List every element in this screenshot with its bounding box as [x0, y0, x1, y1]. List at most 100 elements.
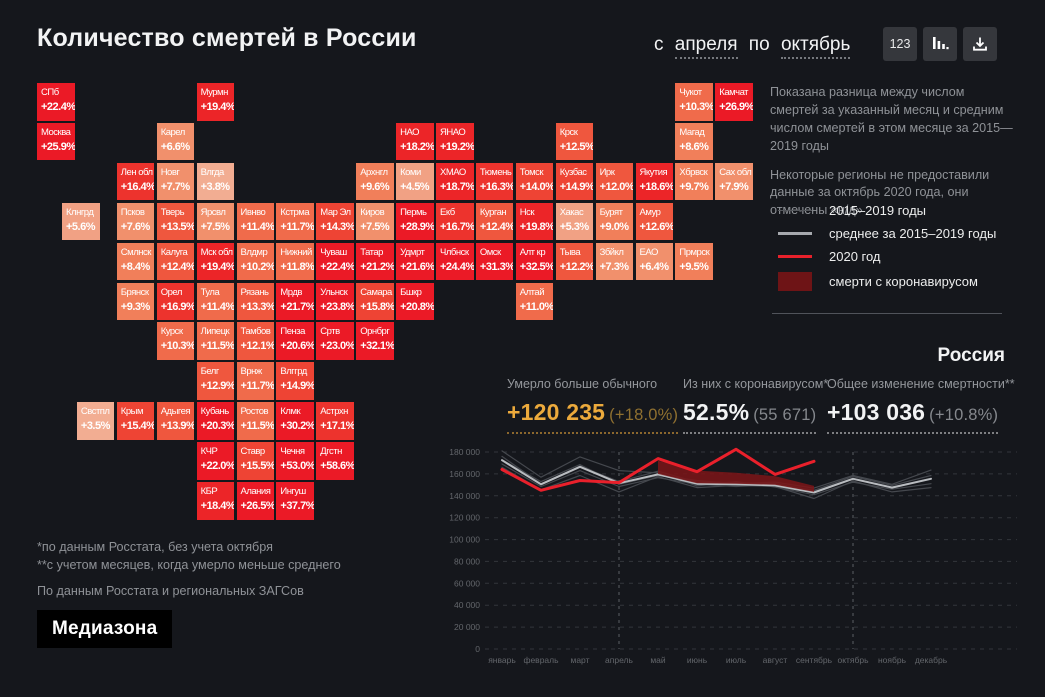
region-tile-свстпл[interactable]: Свстпл +3.5% [76, 402, 115, 440]
region-tile-ирк[interactable]: Ирк +12.0% [595, 162, 634, 201]
region-tile-кбр[interactable]: КБР +18.4% [196, 482, 235, 520]
region-tile-сах-обл[interactable]: Сах обл +7.9% [715, 162, 753, 201]
region-tile-курган[interactable]: Курган +12.4% [475, 202, 514, 241]
region-tile-белг[interactable]: Белг +12.9% [196, 362, 235, 400]
region-tile-тверь[interactable]: Тверь +13.5% [156, 202, 195, 241]
region-tile-магад[interactable]: Магад +8.6% [675, 122, 713, 161]
region-tile-мрдв[interactable]: Мрдв +21.7% [276, 282, 314, 320]
region-tile-спб[interactable]: СПб +22.4% [37, 83, 75, 121]
region-tile-чукот[interactable]: Чукот +10.3% [675, 83, 713, 121]
region-tile-крым[interactable]: Крым +15.4% [116, 402, 155, 440]
region-tile-еао[interactable]: ЕАО +6.4% [635, 242, 673, 281]
region-tile-алт-кр[interactable]: Алт кр +32.5% [515, 242, 554, 281]
region-tile-липецк[interactable]: Липецк +11.5% [196, 322, 235, 360]
region-tile-клмк[interactable]: Клмк +30.2% [276, 402, 314, 440]
region-tile-ростов[interactable]: Ростов +11.5% [236, 402, 274, 440]
region-tile-орел[interactable]: Орел +16.9% [156, 282, 195, 320]
region-tile-рязань[interactable]: Рязань +13.3% [236, 282, 274, 320]
region-tile-татар[interactable]: Татар +21.2% [356, 242, 394, 281]
region-tile-нижний[interactable]: Нижний +11.8% [276, 242, 314, 281]
legend-line-swatch [778, 254, 812, 259]
region-tile-астрхн[interactable]: Астрхн +17.1% [316, 402, 354, 440]
region-tile-архнгл[interactable]: Архнгл +9.6% [356, 162, 394, 201]
region-tile-крск[interactable]: Крск +12.5% [555, 122, 594, 161]
region-tile-тыва[interactable]: Тыва +12.2% [555, 242, 594, 281]
region-tile-збйкл[interactable]: Збйкл +7.3% [595, 242, 634, 281]
region-tile-ярсвл[interactable]: Ярсвл +7.5% [196, 202, 235, 241]
region-tile-нск[interactable]: Нск +19.8% [515, 202, 554, 241]
region-tile-дгстн[interactable]: Дгстн +58.6% [316, 442, 354, 480]
region-tile-москва[interactable]: Москва +25.9% [37, 122, 75, 161]
region-tile-калуга[interactable]: Калуга +12.4% [156, 242, 195, 281]
region-tile-пенза[interactable]: Пенза +20.6% [276, 322, 314, 360]
region-tile-янао[interactable]: ЯНАО +19.2% [436, 122, 474, 161]
region-tile-влгда[interactable]: Влгда +3.8% [196, 162, 235, 201]
region-tile-чечня[interactable]: Чечня +53.0% [276, 442, 314, 480]
region-name: Пермь [400, 206, 427, 218]
region-tile-мар-эл[interactable]: Мар Эл +14.3% [316, 202, 354, 241]
region-tile-якутия[interactable]: Якутия +18.6% [635, 162, 673, 201]
region-tile-кстрма[interactable]: Кстрма +11.7% [276, 202, 314, 241]
stat-value-total-change[interactable]: +103 036 (+10.8%) [827, 399, 999, 434]
range-from-select[interactable]: апреля [674, 34, 738, 59]
region-tile-брянск[interactable]: Брянск +9.3% [116, 282, 155, 320]
region-tile-алания[interactable]: Алания +26.5% [236, 482, 274, 520]
region-tile-омск[interactable]: Омск +31.3% [475, 242, 514, 281]
mediazona-logo[interactable]: Медиазона [37, 610, 173, 648]
region-tile-кчр[interactable]: КЧР +22.0% [196, 442, 235, 480]
region-tile-клнгрд[interactable]: Клнгрд +5.6% [62, 202, 100, 241]
region-tile-коми[interactable]: Коми +4.5% [396, 162, 434, 201]
region-tile-киров[interactable]: Киров +7.5% [356, 202, 394, 241]
download-button[interactable] [963, 27, 997, 61]
region-tile-курск[interactable]: Курск +10.3% [156, 322, 195, 360]
range-to-select[interactable]: октябрь [780, 34, 851, 59]
region-name: СПб [41, 87, 59, 98]
region-tile-бшкр[interactable]: Бшкр +20.8% [396, 282, 434, 320]
region-tile-лен-обл[interactable]: Лен обл +16.4% [116, 162, 155, 201]
region-tile-ивнво[interactable]: Ивнво +11.4% [236, 202, 274, 241]
region-tile-сртв[interactable]: Сртв +23.0% [316, 322, 354, 360]
region-tile-тюмень[interactable]: Тюмень +16.3% [475, 162, 514, 201]
region-tile-хбрвск[interactable]: Хбрвск +9.7% [675, 162, 713, 201]
region-tile-камчат[interactable]: Камчат +26.9% [715, 83, 753, 121]
region-tile-мск-обл[interactable]: Мск обл +19.4% [196, 242, 235, 281]
region-tile-ингуш[interactable]: Ингуш +37.7% [276, 482, 314, 520]
region-tile-ставр[interactable]: Ставр +15.5% [236, 442, 274, 480]
region-tile-тула[interactable]: Тула +11.4% [196, 282, 235, 320]
region-tile-хакас[interactable]: Хакас +5.3% [555, 202, 594, 241]
stat-value-excess-deaths[interactable]: +120 235 (+18.0%) [507, 399, 679, 434]
region-tile-кузбас[interactable]: Кузбас +14.9% [555, 162, 594, 201]
region-tile-орнбрг[interactable]: Орнбрг +32.1% [356, 322, 394, 360]
region-tile-томск[interactable]: Томск +14.0% [515, 162, 554, 201]
region-tile-амур[interactable]: Амур +12.6% [635, 202, 673, 241]
region-tile-карел[interactable]: Карел +6.6% [156, 122, 195, 161]
region-tile-кубань[interactable]: Кубань +20.3% [196, 402, 235, 440]
chart-view-button[interactable] [923, 27, 957, 61]
region-tile-мурмн[interactable]: Мурмн +19.4% [196, 83, 235, 121]
region-tile-удмрт[interactable]: Удмрт +21.6% [396, 242, 434, 281]
region-tile-нао[interactable]: НАО +18.2% [396, 122, 434, 161]
region-tile-пермь[interactable]: Пермь +28.9% [396, 202, 434, 241]
region-tile-чуваш[interactable]: Чуваш +22.4% [316, 242, 354, 281]
region-tile-адыгея[interactable]: Адыгея +13.9% [156, 402, 195, 440]
region-tile-прмрск[interactable]: Прмрск +9.5% [675, 242, 713, 281]
region-tile-тамбов[interactable]: Тамбов +12.1% [236, 322, 274, 360]
legend-label: среднее за 2015–2019 годы [829, 226, 997, 241]
region-tile-бурят[interactable]: Бурят +9.0% [595, 202, 634, 241]
region-tile-члбнск[interactable]: Члбнск +24.4% [436, 242, 474, 281]
region-value: +24.4% [440, 260, 474, 273]
region-tile-алтай[interactable]: Алтай +11.0% [515, 282, 554, 320]
region-tile-врнж[interactable]: Врнж +11.7% [236, 362, 274, 400]
region-tile-ульнск[interactable]: Ульнск +23.8% [316, 282, 354, 320]
region-tile-смлнск[interactable]: Смлнск +8.4% [116, 242, 155, 281]
region-tile-хмао[interactable]: ХМАО +18.7% [436, 162, 474, 201]
stat-value-covid-share[interactable]: 52.5% (55 671) [683, 399, 817, 434]
mortality-chart[interactable]: 0 20 000 40 000 60 000 80 000 100 000 120 000 1… [447, 444, 1022, 674]
region-tile-новг[interactable]: Новг +7.7% [156, 162, 195, 201]
region-tile-самара[interactable]: Самара +15.8% [356, 282, 394, 320]
numbers-toggle-button[interactable]: 123 [883, 27, 917, 61]
region-tile-псков[interactable]: Псков +7.6% [116, 202, 155, 241]
region-tile-влггрд[interactable]: Влггрд +14.9% [276, 362, 314, 400]
region-tile-екб[interactable]: Екб +16.7% [436, 202, 474, 241]
region-tile-влдмр[interactable]: Влдмр +10.2% [236, 242, 274, 281]
